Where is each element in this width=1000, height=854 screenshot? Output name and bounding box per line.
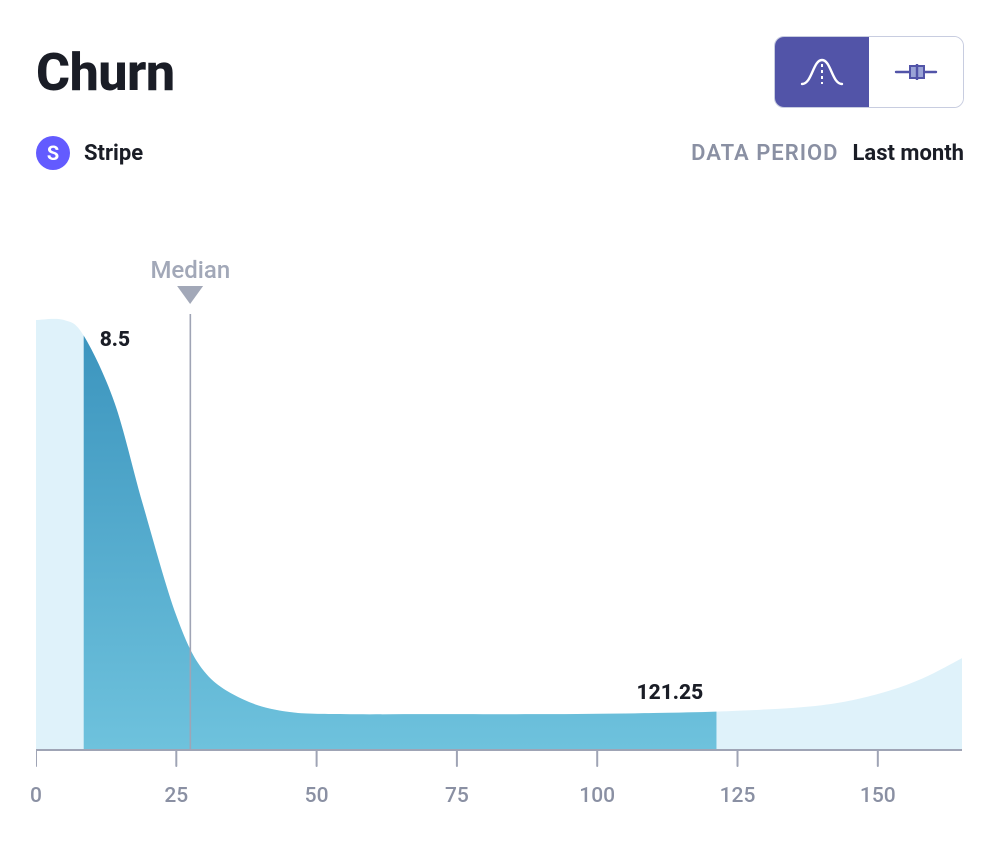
distribution-icon <box>798 54 846 90</box>
x-axis-tick-label: 25 <box>164 784 188 808</box>
data-period-value[interactable]: Last month <box>853 141 964 166</box>
page-title: Churn <box>36 42 175 103</box>
data-source-name: Stripe <box>84 141 143 166</box>
data-period: DATA PERIOD Last month <box>691 141 964 166</box>
x-axis-tick-label: 100 <box>579 784 615 808</box>
boxplot-view-button[interactable] <box>869 37 963 107</box>
median-marker: Median <box>150 256 230 304</box>
chart-view-toggle <box>774 36 964 108</box>
x-axis-tick-label: 0 <box>30 784 42 808</box>
highlight-start-value: 8.5 <box>100 328 130 352</box>
median-triangle-icon <box>177 286 203 304</box>
median-label: Median <box>150 256 230 284</box>
x-axis-ticks: 0255075100125150 <box>36 774 962 814</box>
x-axis-tick-label: 125 <box>720 784 756 808</box>
x-axis-tick-label: 75 <box>445 784 469 808</box>
distribution-view-button[interactable] <box>775 37 869 107</box>
chart-svg <box>36 260 962 770</box>
boxplot-icon <box>892 54 940 90</box>
x-axis-tick-label: 50 <box>305 784 329 808</box>
highlight-end-value: 121.25 <box>636 681 703 705</box>
data-source: S Stripe <box>36 136 143 170</box>
data-period-label: DATA PERIOD <box>691 141 838 166</box>
distribution-chart: Median 8.5 121.25 0255075100125150 <box>36 260 962 814</box>
stripe-badge-icon: S <box>36 136 70 170</box>
x-axis-tick-label: 150 <box>860 784 896 808</box>
